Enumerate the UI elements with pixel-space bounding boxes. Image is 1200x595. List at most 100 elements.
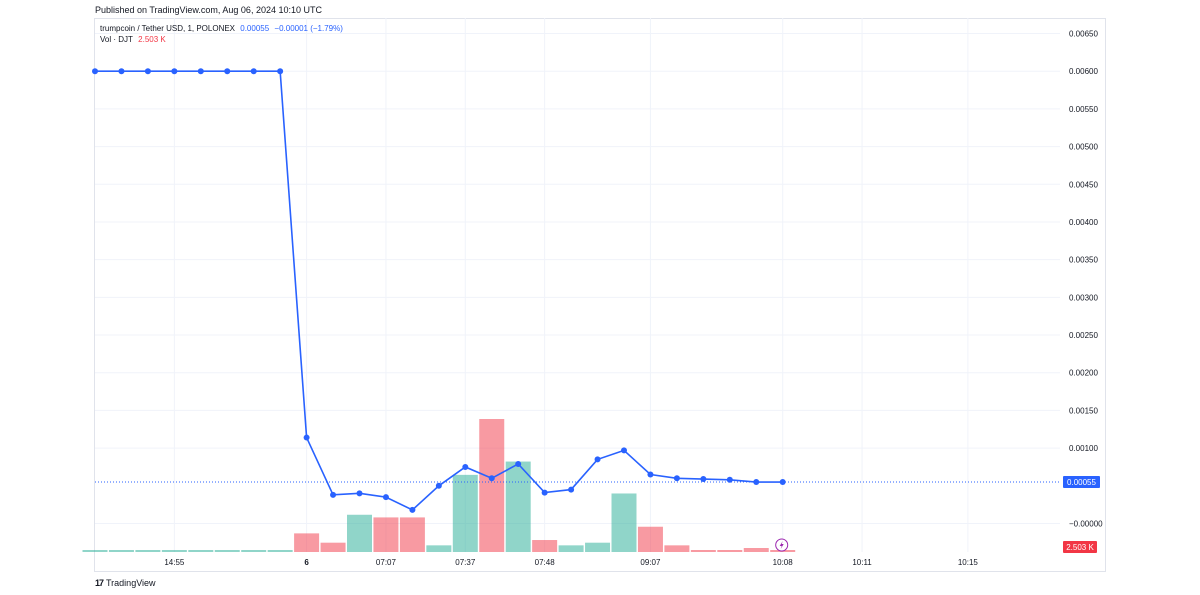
chart-frame[interactable] (94, 18, 1106, 572)
volume-bar (214, 550, 240, 552)
time-tick-label: 10:15 (958, 558, 979, 567)
time-tick-label: 07:37 (455, 558, 476, 567)
volume-legend: Vol · DJT 2.503 K (100, 35, 169, 44)
price-tick-label: 0.00400 (1069, 218, 1098, 227)
volume-bar (188, 550, 214, 552)
tradingview-logo-icon: 17 (95, 578, 104, 588)
price-point (224, 68, 231, 75)
time-tick-label: 14:55 (164, 558, 185, 567)
volume-bar (690, 550, 716, 552)
price-point (647, 471, 654, 478)
price-point (594, 456, 601, 463)
price-axis: 0.00650 0.00600 0.00550 0.00500 0.00450 0.004… (1069, 30, 1103, 529)
price-tick-label: 0.00650 (1069, 30, 1098, 39)
price-tick-label: 0.00450 (1069, 180, 1098, 189)
time-axis: 14:55 6 07:07 07:37 07:48 09:07 10:08 10:11 10:1… (164, 558, 978, 567)
volume-bar (320, 542, 346, 552)
price-tick-label: 0.00600 (1069, 67, 1098, 76)
volume-bar (135, 550, 161, 552)
price-point (197, 68, 204, 75)
volume-bar (426, 545, 452, 552)
symbol-name: trumpcoin / Tether USD, 1, POLONEX (100, 24, 236, 33)
price-point (171, 68, 178, 75)
price-point (621, 447, 627, 454)
time-tick-label: 10:08 (773, 558, 794, 567)
price-point (779, 479, 786, 486)
volume-label: Vol · DJT (100, 35, 133, 44)
last-price-tag-label: 0.00055 (1067, 478, 1096, 487)
price-point (700, 476, 707, 483)
volume-bar (637, 526, 663, 552)
volume-value: 2.503 K (138, 35, 166, 44)
last-price-tag (1063, 476, 1100, 489)
time-tick-label: 6 (304, 558, 309, 567)
volume-bar (585, 542, 611, 552)
volume-bar (347, 514, 372, 552)
volume-bar (717, 550, 743, 552)
time-tick-label: 07:07 (376, 558, 397, 567)
brand-name: TradingView (106, 578, 156, 588)
price-point (726, 476, 733, 483)
volume-bar (611, 493, 637, 552)
price-point (356, 490, 363, 497)
price-tick-label: −0.00000 (1069, 520, 1103, 529)
price-point (277, 68, 284, 75)
price-point (303, 434, 310, 441)
volume-bar (505, 461, 531, 552)
volume-bar (664, 545, 690, 552)
grid-lines (95, 18, 1060, 552)
axis-tags: 0.00055 2.503 K (1063, 476, 1100, 553)
price-tick-label: 0.00250 (1069, 331, 1098, 340)
volume-bar (241, 550, 267, 552)
volume-bar (532, 540, 558, 552)
volume-bar (452, 474, 478, 552)
price-point (409, 506, 416, 513)
volume-bar (479, 419, 505, 552)
price-point (92, 68, 98, 75)
volume-bar (267, 550, 293, 552)
price-tick-label: 0.00100 (1069, 444, 1098, 453)
price-change: −0.00001 (−1.79%) (274, 24, 343, 33)
price-tick-label: 0.00150 (1069, 406, 1098, 415)
time-tick-label: 07:48 (535, 558, 556, 567)
price-tick-label: 0.00200 (1069, 369, 1098, 378)
volume-bar (294, 533, 320, 552)
volume-bar (743, 548, 769, 552)
price-tick-label: 0.00550 (1069, 105, 1098, 114)
price-series-line (95, 70, 783, 511)
price-tick-label: 0.00350 (1069, 256, 1098, 265)
footer-brand[interactable]: 17 TradingView (95, 578, 156, 588)
volume-bar (161, 550, 187, 552)
volume-tag-label: 2.503 K (1066, 543, 1094, 552)
time-tick-label: 10:11 (852, 558, 872, 567)
time-tick-label: 09:07 (640, 558, 661, 567)
lightning-glyph (779, 541, 784, 549)
volume-bar (558, 545, 584, 552)
price-point (118, 68, 125, 75)
last-price: 0.00055 (240, 24, 270, 33)
price-tick-label: 0.00300 (1069, 293, 1098, 302)
volume-bar (108, 550, 134, 552)
symbol-legend: trumpcoin / Tether USD, 1, POLONEX 0.000… (100, 24, 346, 33)
volume-bars (82, 419, 796, 552)
price-point (515, 460, 522, 467)
price-point (673, 475, 680, 482)
price-point (330, 491, 337, 498)
price-point (382, 494, 389, 501)
price-point (462, 463, 469, 470)
volume-bar (399, 517, 425, 552)
price-tick-label: 0.00500 (1069, 143, 1098, 152)
volume-bar (82, 550, 108, 552)
price-point (488, 475, 495, 482)
price-point (435, 482, 442, 489)
published-caption: Published on TradingView.com, Aug 06, 20… (95, 5, 322, 15)
price-line (92, 68, 1060, 552)
volume-bar (373, 517, 399, 552)
price-point (144, 68, 151, 75)
price-point (568, 486, 575, 493)
price-point (753, 479, 760, 486)
price-point (541, 489, 548, 496)
price-point (250, 68, 257, 75)
volume-tag (1063, 541, 1097, 553)
